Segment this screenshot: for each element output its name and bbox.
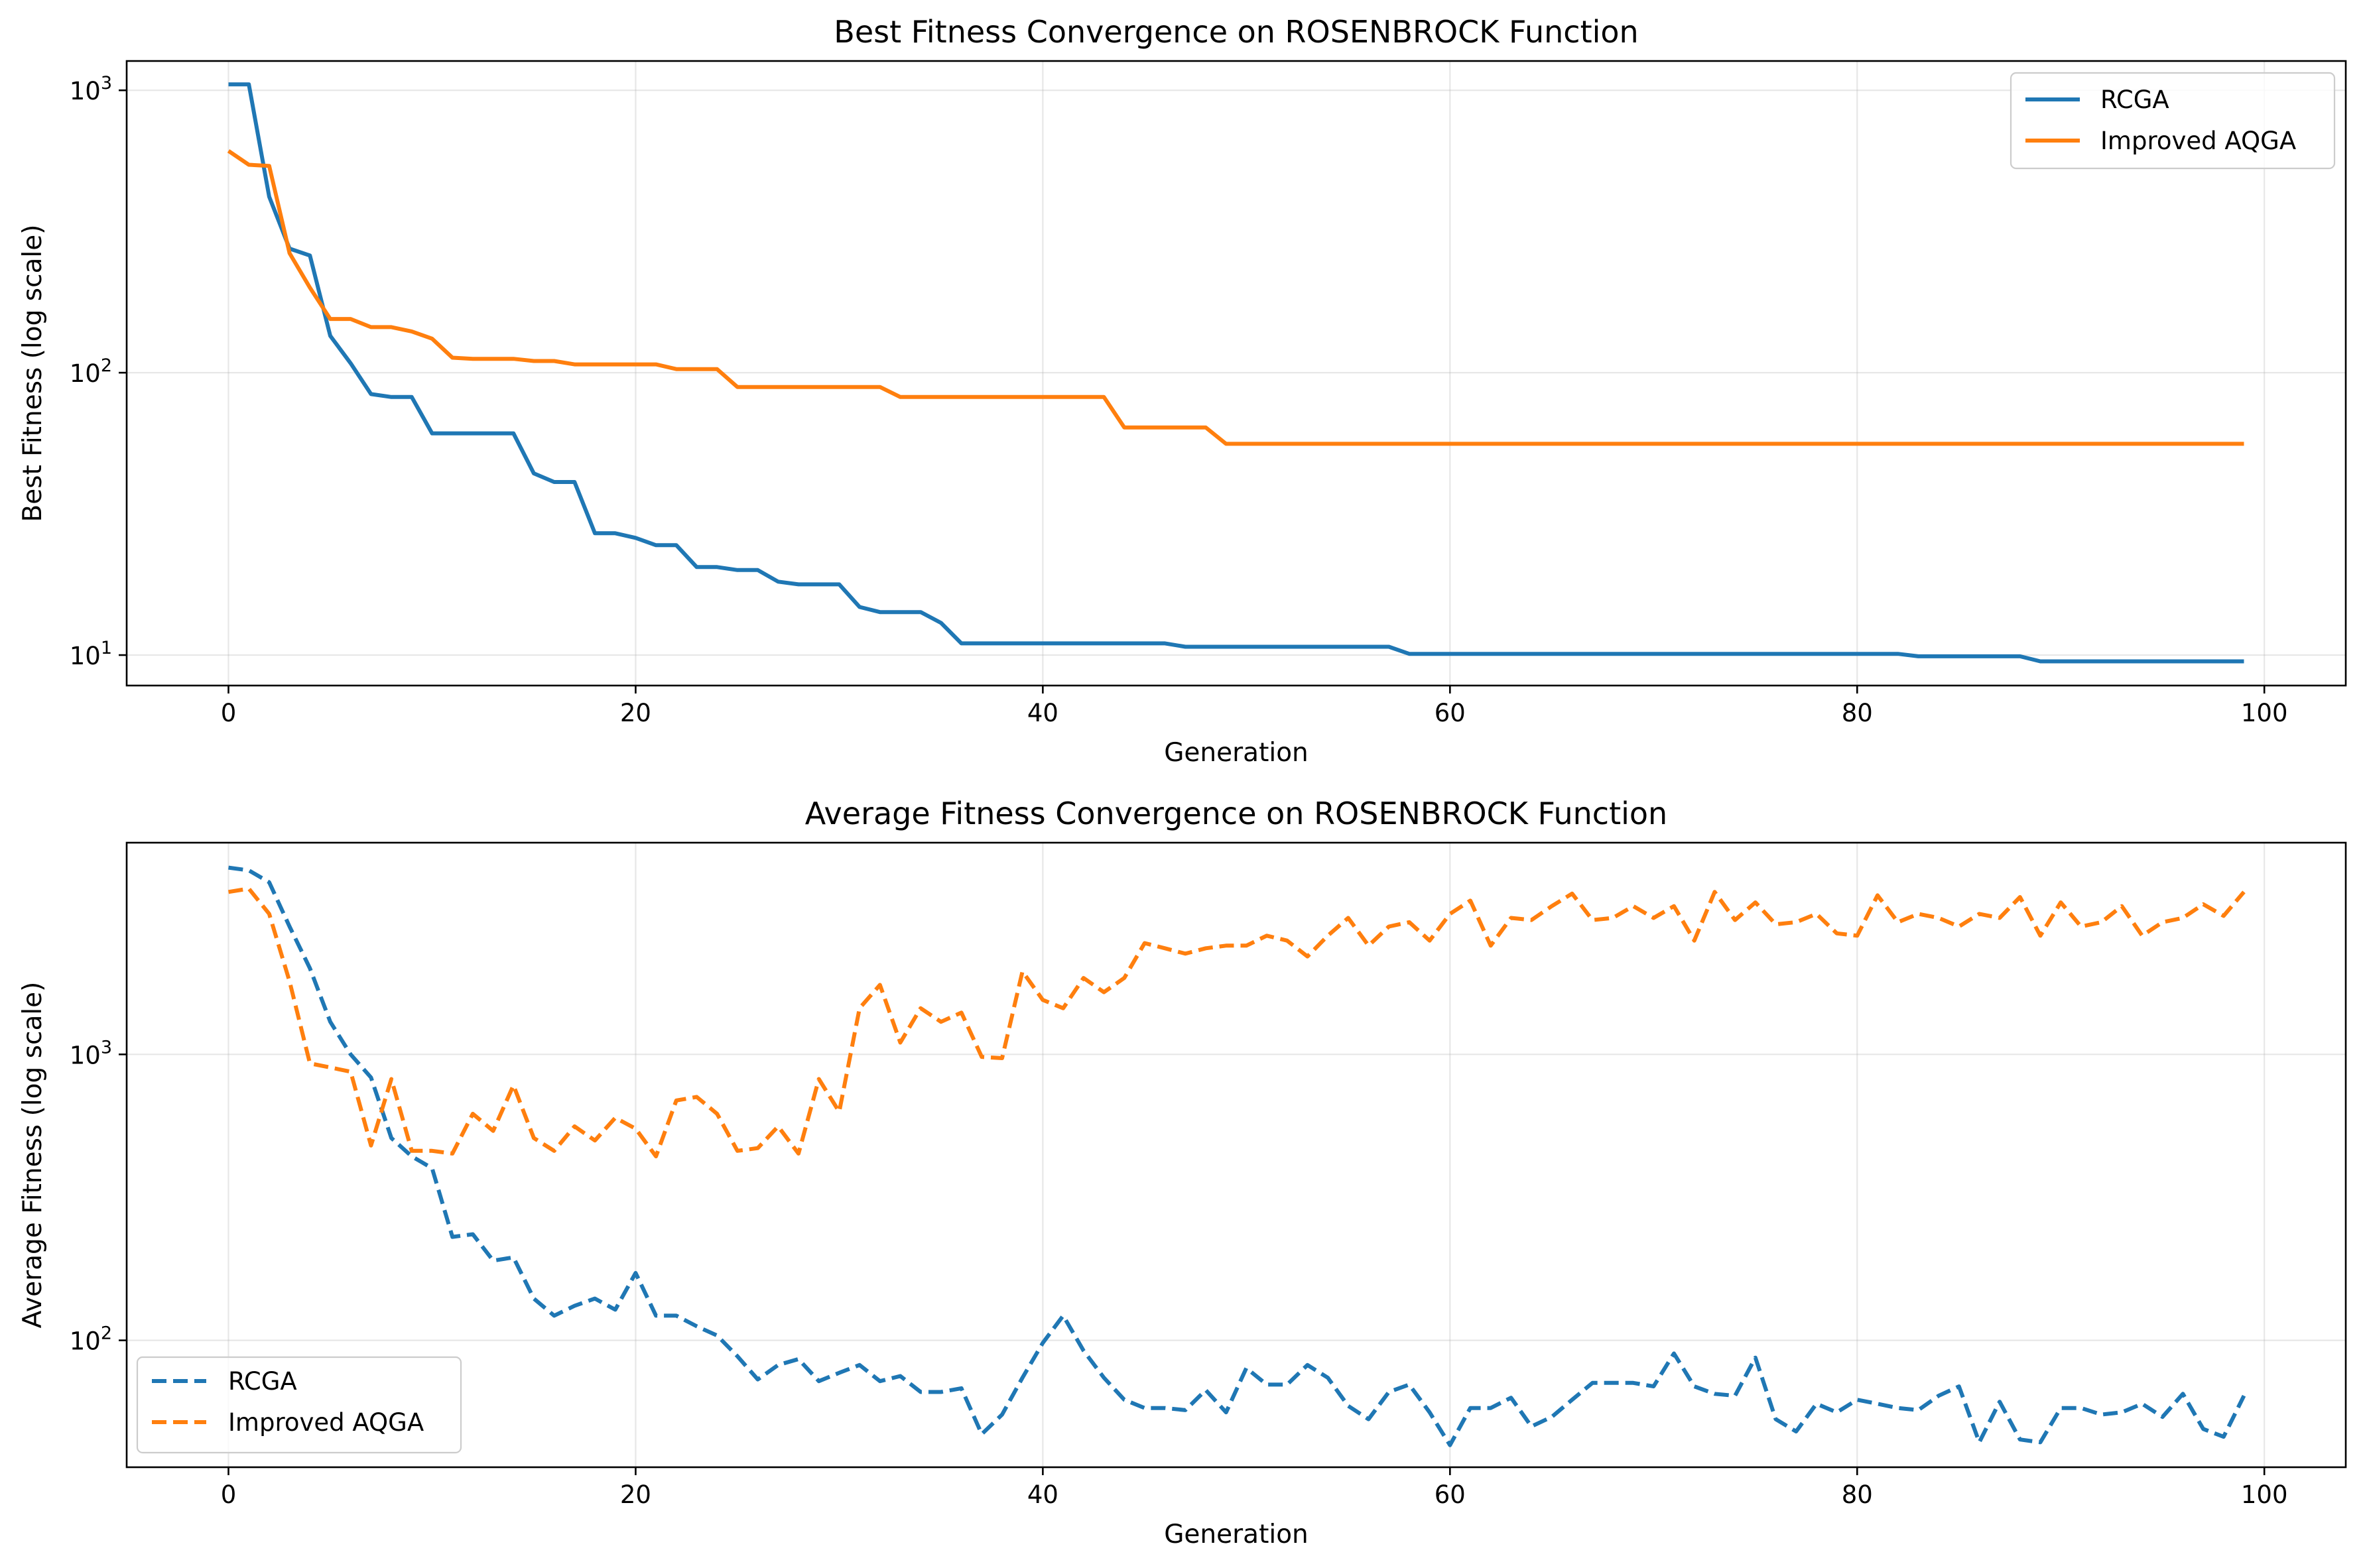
best-fitness-x-tick-label: 20 [620, 699, 651, 727]
average-fitness-legend-label-aqga: Improved AQGA [228, 1408, 424, 1437]
average-fitness-grid [127, 843, 2346, 1467]
average-fitness-y-ticks: 102 103 [70, 1037, 127, 1356]
average-fitness-legend-box [136, 1356, 462, 1454]
best-fitness-legend-label-aqga: Improved AQGA [2100, 127, 2296, 155]
average-fitness-chart: Average Fitness Convergence on ROSENBROC… [18, 796, 2347, 1549]
best-fitness-x-tick-label: 40 [1027, 699, 1058, 727]
average-fitness-x-tick-label: 40 [1027, 1480, 1058, 1509]
average-fitness-x-tick-label: 0 [221, 1480, 237, 1509]
best-fitness-x-tick-label: 0 [221, 699, 237, 727]
best-fitness-series-layer [227, 82, 2244, 664]
average-fitness-y-tick-label: 102 [70, 1323, 112, 1356]
best-fitness-x-tick-label: 60 [1435, 699, 1466, 727]
best-fitness-x-tick-label: 100 [2241, 699, 2288, 727]
average-fitness-legend-label-rcga: RCGA [228, 1367, 297, 1396]
best-fitness-y-axis-label: Best Fitness (log scale) [18, 225, 48, 522]
average-fitness-x-tick-label: 20 [620, 1480, 651, 1509]
best-fitness-y-ticks: 101 102 103 [70, 73, 127, 670]
average-fitness-x-tick-label: 100 [2241, 1480, 2288, 1509]
best-fitness-x-tick-label: 80 [1842, 699, 1873, 727]
best-fitness-x-ticks: 0 20 40 60 80 100 [221, 686, 2288, 727]
best-fitness-series-line-improved-aqga [227, 149, 2244, 446]
average-fitness-title: Average Fitness Convergence on ROSENBROC… [805, 796, 1667, 831]
average-fitness-legend: RCGA Improved AQGA [136, 1356, 462, 1454]
best-fitness-legend-label-rcga: RCGA [2100, 86, 2169, 114]
best-fitness-y-tick-label: 102 [70, 355, 112, 388]
average-fitness-x-tick-label: 80 [1842, 1480, 1873, 1509]
average-fitness-plot-area [125, 841, 2347, 1469]
average-fitness-x-tick-label: 60 [1435, 1480, 1466, 1509]
average-fitness-x-axis-label: Generation [1164, 1520, 1309, 1549]
average-fitness-series-layer [228, 865, 2246, 1447]
best-fitness-series-line-rcga [228, 82, 2244, 664]
best-fitness-title: Best Fitness Convergence on ROSENBROCK F… [834, 14, 1638, 50]
average-fitness-y-tick-label: 103 [70, 1037, 112, 1069]
average-fitness-series-line-improved-aqga [228, 886, 2246, 1159]
best-fitness-x-axis-label: Generation [1164, 738, 1309, 768]
average-fitness-series-line-rcga [228, 865, 2246, 1447]
average-fitness-y-axis-label: Average Fitness (log scale) [18, 982, 48, 1329]
best-fitness-legend-box [2010, 72, 2336, 170]
average-fitness-x-ticks: 0 20 40 60 80 100 [221, 1467, 2288, 1509]
best-fitness-legend: RCGA Improved AQGA [2010, 72, 2336, 170]
best-fitness-y-tick-label: 103 [70, 73, 112, 105]
best-fitness-chart: Best Fitness Convergence on ROSENBROCK F… [18, 14, 2347, 768]
best-fitness-y-tick-label: 101 [70, 638, 112, 670]
